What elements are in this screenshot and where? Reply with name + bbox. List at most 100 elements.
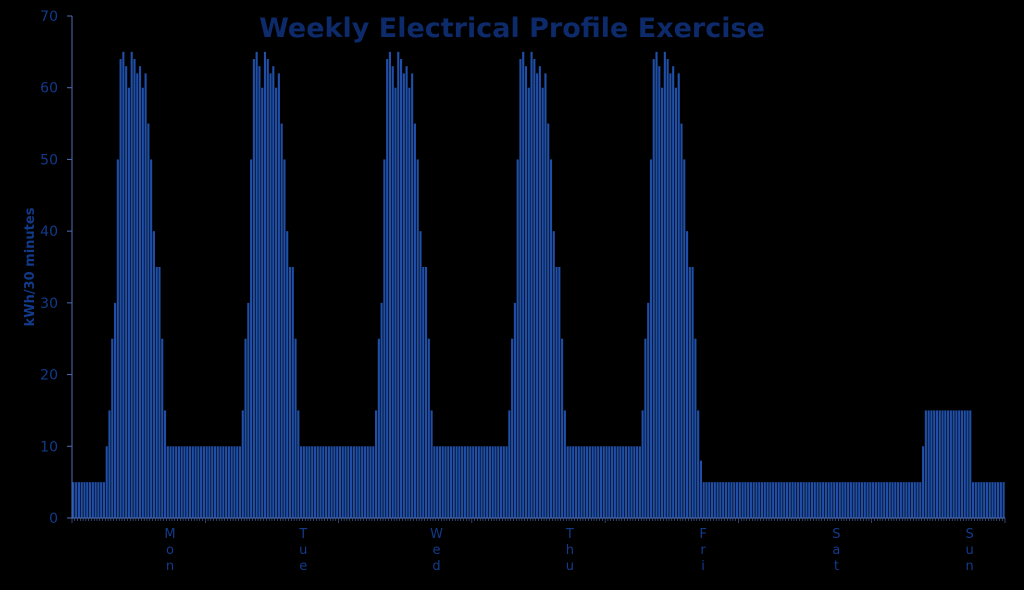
bar-thu-28 — [549, 159, 553, 518]
bar-thu-29 — [552, 231, 555, 518]
bar-sun-31 — [958, 410, 961, 518]
bar-fri-40 — [716, 482, 719, 518]
bar-thu-17 — [519, 59, 522, 519]
bar-tue-45 — [330, 446, 333, 518]
y-axis-label: kWh/30 minutes — [23, 207, 38, 326]
bar-sat-34 — [833, 482, 836, 518]
bar-mon-37 — [175, 446, 178, 518]
bar-mon-14 — [111, 338, 114, 518]
bar-mon-27 — [147, 123, 150, 519]
bar-fri-28 — [683, 159, 686, 518]
bar-sun-43 — [991, 482, 994, 518]
bar-sat-35 — [835, 482, 839, 518]
bar-wed-31 — [424, 267, 428, 518]
bar-fri-2 — [611, 446, 614, 518]
bar-fri-44 — [727, 482, 730, 518]
bar-mon-17 — [119, 59, 122, 519]
bar-sat-10 — [766, 482, 769, 518]
bar-tue-25 — [275, 87, 278, 518]
bar-wed-26 — [411, 73, 414, 518]
bar-fri-30 — [688, 267, 691, 518]
bar-sun-17 — [919, 482, 922, 518]
bar-thu-47 — [602, 446, 605, 518]
y-tick-label-20: 20 — [40, 368, 58, 384]
bar-sat-30 — [822, 482, 825, 518]
bar-mon-22 — [133, 59, 136, 519]
bar-tue-30 — [288, 267, 292, 518]
bar-fri-20 — [661, 87, 664, 518]
bar-thu-22 — [533, 59, 536, 519]
bar-tue-33 — [297, 410, 300, 518]
bar-sun-24 — [938, 410, 941, 518]
bar-sun-6 — [888, 482, 891, 518]
bar-fri-12 — [638, 446, 641, 518]
y-tick-labels: 0 10 20 30 40 50 60 70 — [40, 9, 58, 527]
bar-sun-1 — [874, 482, 877, 518]
bar-sun-27 — [947, 410, 950, 518]
bar-sun-18 — [922, 446, 925, 518]
bar-wed-6 — [355, 446, 358, 518]
bar-sun-36 — [972, 482, 975, 518]
bar-sat-31 — [824, 482, 827, 518]
bar-wed-19 — [391, 66, 394, 518]
bar-fri-23 — [669, 73, 672, 518]
bar-fri-43 — [724, 482, 727, 518]
bar-fri-1 — [608, 446, 611, 518]
bar-fri-18 — [655, 51, 658, 518]
bar-thu-46 — [599, 446, 603, 518]
bar-mon-9 — [97, 482, 100, 518]
bar-sun-47 — [1002, 482, 1005, 518]
bar-sun-4 — [883, 482, 886, 518]
bar-thu-41 — [586, 446, 589, 518]
y-tick-label-50: 50 — [40, 152, 58, 168]
bar-sun-20 — [927, 410, 930, 518]
bar-fri-21 — [663, 51, 666, 518]
bar-fri-32 — [694, 338, 697, 518]
bar-sat-0 — [738, 482, 741, 518]
bar-wed-34 — [433, 446, 436, 518]
bar-tue-47 — [336, 446, 339, 518]
bar-mon-3 — [80, 482, 83, 518]
bar-thu-34 — [566, 446, 569, 518]
bar-mon-12 — [105, 446, 108, 518]
bar-thu-36 — [572, 446, 575, 518]
bar-tue-27 — [280, 123, 283, 519]
bar-tue-4 — [216, 446, 219, 518]
bar-sat-43 — [858, 482, 861, 518]
bar-sun-42 — [988, 482, 991, 518]
bar-sun-7 — [891, 482, 894, 518]
y-tick-label-0: 0 — [49, 511, 58, 527]
bar-sun-0 — [872, 482, 875, 518]
bar-tue-13 — [241, 410, 244, 518]
bar-fri-25 — [674, 87, 678, 518]
bar-sat-5 — [752, 482, 755, 518]
bar-thu-37 — [574, 446, 578, 518]
bar-sat-47 — [869, 482, 872, 518]
bar-tue-43 — [325, 446, 328, 518]
bar-sun-38 — [977, 482, 980, 518]
bar-sat-33 — [830, 482, 833, 518]
bar-mon-1 — [75, 482, 78, 518]
bar-thu-26 — [544, 73, 547, 518]
bar-mon-21 — [130, 51, 133, 518]
bar-mon-31 — [158, 267, 161, 518]
bar-sun-39 — [980, 482, 983, 518]
bar-sun-16 — [916, 482, 919, 518]
bar-fri-15 — [647, 302, 650, 518]
bar-wed-36 — [438, 446, 441, 518]
bar-wed-24 — [405, 66, 408, 518]
bar-sat-12 — [772, 482, 775, 518]
bar-sun-33 — [963, 410, 966, 518]
bar-thu-43 — [591, 446, 594, 518]
bar-sat-21 — [797, 482, 800, 518]
bar-mon-15 — [113, 302, 117, 518]
bar-mon-32 — [161, 338, 164, 518]
bar-tue-35 — [302, 446, 305, 518]
bar-wed-2 — [344, 446, 347, 518]
bar-wed-9 — [363, 446, 367, 518]
bar-sun-34 — [966, 410, 969, 518]
bar-thu-31 — [558, 267, 561, 518]
bar-tue-12 — [238, 446, 242, 518]
bar-sun-29 — [952, 410, 955, 518]
bar-sat-9 — [763, 482, 766, 518]
